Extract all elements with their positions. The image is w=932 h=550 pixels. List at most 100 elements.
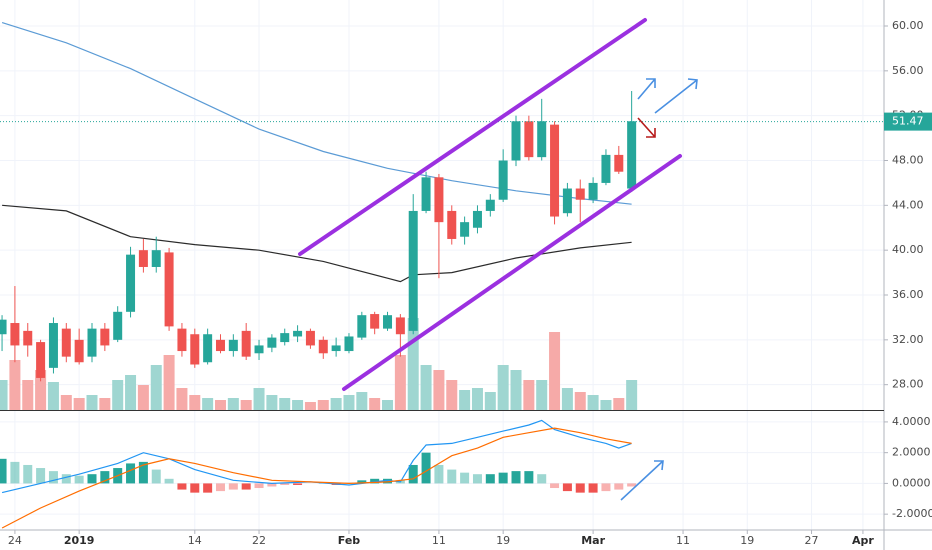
histogram-bar bbox=[537, 474, 547, 484]
volume-bar bbox=[459, 390, 471, 410]
candle-body bbox=[138, 250, 148, 267]
arrow bbox=[620, 460, 664, 501]
histogram-bar bbox=[36, 468, 46, 484]
histogram-bar bbox=[524, 471, 534, 484]
volume-bar bbox=[574, 392, 586, 410]
y-tick-label: 4.0000 bbox=[892, 415, 931, 428]
histogram-bar bbox=[511, 471, 521, 484]
candle-body bbox=[447, 210, 457, 239]
candle-body bbox=[383, 315, 393, 329]
histogram-bar bbox=[23, 464, 33, 484]
histogram-bar bbox=[601, 483, 611, 492]
candle-body bbox=[151, 250, 161, 267]
candle-body bbox=[498, 160, 508, 200]
candle-body bbox=[434, 177, 444, 223]
arrow bbox=[637, 78, 656, 100]
candle-body bbox=[267, 337, 277, 348]
volume-bar bbox=[497, 365, 509, 410]
volume-bar bbox=[292, 400, 304, 410]
x-tick-label: Feb bbox=[338, 534, 361, 547]
volume-bar bbox=[240, 400, 252, 410]
volume-bar bbox=[227, 398, 239, 410]
volume-bar bbox=[510, 370, 522, 410]
candle-body bbox=[550, 124, 560, 217]
channel-upper bbox=[298, 18, 647, 256]
candle-body bbox=[0, 319, 7, 335]
candle-body bbox=[370, 314, 380, 329]
volume-bar bbox=[317, 400, 329, 410]
volume-bar bbox=[536, 380, 548, 410]
volume-bar bbox=[446, 380, 458, 410]
candle-body bbox=[87, 328, 97, 357]
volume-bar bbox=[60, 395, 72, 410]
volume-bar bbox=[22, 380, 34, 410]
candle-body bbox=[10, 323, 20, 346]
y-tick-label: -2.0000 bbox=[892, 507, 932, 520]
histogram-bar bbox=[177, 483, 187, 490]
x-tick-label: Mar bbox=[581, 534, 605, 547]
histogram-bar bbox=[434, 464, 444, 484]
candle-body bbox=[74, 339, 84, 363]
histogram-bar bbox=[74, 475, 84, 484]
volume-bar bbox=[163, 355, 175, 410]
candle-body bbox=[575, 188, 585, 200]
y-tick-label: 32.00 bbox=[892, 333, 924, 346]
histogram-bar bbox=[627, 483, 637, 487]
histogram-bar bbox=[447, 469, 457, 484]
candle-body bbox=[472, 210, 482, 228]
last-price-label: 51.47 bbox=[892, 115, 924, 128]
candle-body bbox=[421, 177, 431, 211]
x-tick-label: 22 bbox=[252, 534, 266, 547]
y-tick-label: 48.00 bbox=[892, 154, 924, 167]
candle-body bbox=[280, 333, 290, 343]
candle-body bbox=[614, 154, 624, 172]
volume-bar bbox=[613, 398, 625, 410]
histogram-bar bbox=[370, 478, 380, 484]
volume-bar bbox=[484, 392, 496, 410]
histogram-bar bbox=[575, 483, 585, 493]
volume-bar bbox=[202, 398, 214, 410]
y-tick-label: 40.00 bbox=[892, 243, 924, 256]
y-tick-label: 28.00 bbox=[892, 378, 924, 391]
candle-body bbox=[190, 334, 200, 365]
candle-body bbox=[293, 330, 303, 337]
x-tick-label: Apr bbox=[852, 534, 874, 547]
marks bbox=[0, 22, 884, 529]
candle-body bbox=[36, 342, 46, 378]
candle-body bbox=[408, 210, 418, 331]
candle-body bbox=[203, 334, 213, 363]
candle-body bbox=[357, 315, 367, 338]
volume-bar bbox=[600, 400, 612, 410]
volume-bar bbox=[86, 395, 98, 410]
volume-bar bbox=[394, 355, 406, 410]
volume-bar bbox=[112, 380, 124, 410]
candle-body bbox=[331, 345, 341, 352]
volume-bar bbox=[137, 385, 149, 410]
x-tick-label: 19 bbox=[496, 534, 510, 547]
volume-bar bbox=[587, 395, 599, 410]
volume-bar bbox=[356, 392, 368, 410]
volume-bar bbox=[433, 370, 445, 410]
histogram-bar bbox=[498, 472, 508, 484]
candle-body bbox=[305, 330, 315, 346]
histogram-bar bbox=[357, 480, 367, 484]
candle-body bbox=[460, 222, 470, 237]
histogram-bar bbox=[472, 474, 482, 484]
last-price-box bbox=[884, 112, 932, 131]
histogram-bar bbox=[48, 471, 58, 484]
histogram-bar bbox=[267, 483, 277, 487]
histogram-bar bbox=[460, 472, 470, 484]
candle-body bbox=[627, 121, 637, 189]
histogram-bar bbox=[87, 474, 97, 484]
candle-body bbox=[48, 323, 58, 368]
volume-bar bbox=[523, 380, 535, 410]
histogram-bar bbox=[10, 461, 20, 484]
volume-bar bbox=[330, 398, 342, 410]
volume-bar bbox=[99, 398, 111, 410]
histogram-bar bbox=[100, 471, 110, 484]
x-tick-label: 24 bbox=[8, 534, 22, 547]
volume-bar bbox=[343, 395, 355, 410]
volume-bar bbox=[279, 398, 291, 410]
histogram-bar bbox=[203, 483, 213, 493]
candle-body bbox=[318, 339, 328, 354]
